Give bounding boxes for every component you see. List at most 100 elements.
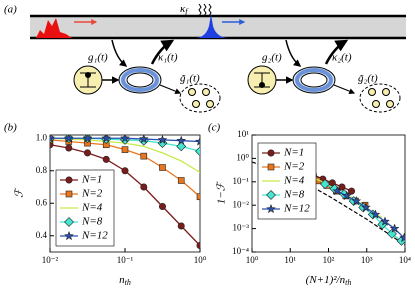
panel-label: (b): [4, 122, 17, 134]
node-2: g₂(t) κ₂(t) g̃₂(t): [247, 39, 401, 113]
point: [195, 136, 200, 146]
legend-label: N=2: [81, 188, 103, 200]
kappa2-label: κ₂(t): [332, 52, 352, 64]
point: [102, 155, 110, 163]
panel-label: (c): [208, 122, 221, 134]
x-tick-label: 10⁰: [194, 255, 207, 265]
atom-state: [259, 82, 265, 88]
point: [82, 135, 93, 143]
point: [121, 146, 129, 153]
point: [157, 138, 168, 149]
plot: [252, 159, 405, 246]
x-tick-label: 10¹: [284, 255, 296, 265]
resonator-core: [300, 72, 328, 88]
point: [176, 135, 187, 145]
bath-atom: [372, 100, 380, 108]
g2-label: g₂(t): [262, 52, 282, 64]
point: [83, 149, 91, 157]
atom-state: [85, 72, 91, 78]
y-tick-label: 0.8: [36, 165, 48, 175]
x-tick-label: 10⁻¹: [117, 255, 134, 265]
legend-marker: [64, 230, 74, 241]
point: [101, 135, 112, 143]
y-tick-label: 10⁰: [236, 152, 249, 162]
point: [386, 228, 397, 239]
point: [389, 223, 400, 233]
point: [196, 242, 200, 249]
x-axis-label-main: n: [119, 274, 125, 286]
x-axis-label-sub: th: [125, 278, 131, 287]
point: [64, 135, 74, 143]
point: [361, 202, 371, 212]
coupling-arrow: [159, 84, 182, 95]
legend-label: N=12: [283, 203, 310, 215]
resonator-ring: [121, 68, 159, 92]
point: [159, 164, 166, 171]
legend-label: N=2: [283, 161, 305, 173]
x-axis-label-main: (N+1)²/n: [306, 274, 346, 286]
coupling-arrow: [285, 39, 302, 67]
bath-atom: [368, 88, 376, 96]
legend: N=1 N=2 N=4 N=8 N=12: [55, 169, 115, 247]
point: [121, 167, 129, 175]
kappa1-label: κ₁(t): [158, 52, 178, 64]
point: [195, 146, 200, 157]
legend-marker: [266, 190, 276, 200]
legend-marker: [65, 176, 73, 184]
x-tick-label: 10²: [323, 255, 335, 265]
bath: [359, 83, 401, 113]
legend-label: N=4: [81, 202, 103, 214]
legend-label: N=8: [283, 189, 305, 201]
point: [370, 209, 381, 219]
point: [320, 179, 330, 189]
resonator-core: [126, 72, 154, 88]
x-axis-label: nth: [119, 274, 131, 287]
bath-atom: [192, 100, 200, 108]
kappa-f-label: κf: [180, 3, 189, 16]
legend-marker: [65, 190, 73, 198]
y-axis-label: ℱ: [14, 187, 26, 198]
coupling-arrow: [333, 84, 356, 95]
x-tick-label: 10⁻²: [42, 255, 59, 265]
loss-arrows: [198, 3, 212, 17]
y-tick-label: 10⁻¹: [233, 176, 250, 186]
output-pulse: [196, 14, 228, 38]
g1-label: g₁(t): [88, 52, 108, 64]
x-axis-label: (N+1)²/nth: [306, 274, 352, 287]
point: [177, 177, 185, 184]
bath: [179, 83, 221, 113]
y-tick-label: 0.4: [36, 230, 48, 240]
legend-label: N=8: [81, 216, 103, 228]
y-tick-label: 10⁻⁴: [232, 246, 249, 256]
waveguide: [30, 16, 406, 38]
legend-label: N=12: [81, 230, 108, 242]
legend-label: N=1: [81, 174, 102, 186]
point: [65, 144, 73, 152]
node-1: g₁(t) κ₁(t) g̃₁(t): [73, 39, 221, 113]
resonator-ring: [295, 68, 333, 92]
plot: [50, 135, 200, 249]
point: [157, 135, 168, 144]
point: [177, 222, 185, 230]
y-axis-label: 1−ℱ: [216, 180, 228, 204]
point: [120, 135, 130, 143]
panel-label: (a): [4, 4, 17, 16]
coupling-arrow: [111, 39, 128, 67]
point: [50, 135, 55, 143]
legend-marker: [266, 203, 276, 214]
point: [338, 183, 346, 191]
legend-marker: [64, 217, 74, 227]
y-tick-label: 10¹: [237, 129, 249, 139]
bath-atom: [206, 100, 214, 108]
legend-label: N=1: [283, 147, 304, 159]
coupling-arrow: [150, 39, 175, 65]
kappa-f: κ: [180, 3, 186, 15]
input-pulse: [36, 18, 72, 38]
chart: (b)10⁻² 10⁻¹ 10⁰0.40.60.81.0nthℱN=1N=2N=4N…: [4, 122, 207, 287]
bath-atom: [382, 88, 390, 96]
x-tick-label: 10³: [361, 255, 373, 265]
point: [399, 232, 405, 242]
point: [341, 190, 352, 200]
point: [380, 216, 390, 226]
